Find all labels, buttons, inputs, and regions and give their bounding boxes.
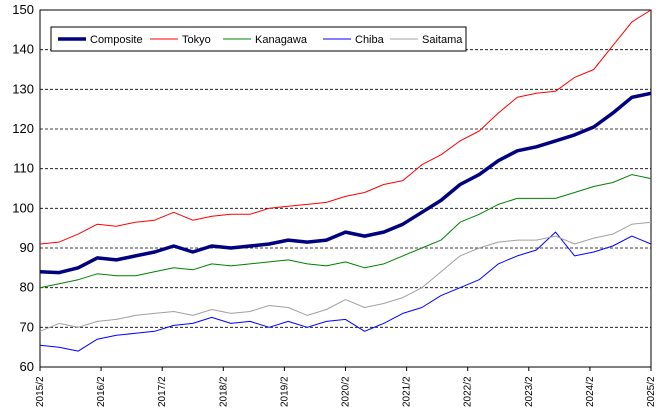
y-tick-label: 80 <box>20 280 34 295</box>
series-line-tokyo <box>39 9 652 245</box>
x-tick-label: 2019/2 <box>279 376 290 407</box>
y-tick-label: 60 <box>20 359 34 374</box>
x-tick-label: 2020/2 <box>341 376 352 407</box>
legend: Composite Tokyo Kanagawa Chiba Saitama <box>50 26 467 52</box>
legend-label-chiba: Chiba <box>355 34 385 46</box>
y-tick-label: 90 <box>20 240 34 255</box>
series-line-saitama <box>39 221 652 332</box>
legend-label-tokyo: Tokyo <box>182 34 211 46</box>
series-line-chiba <box>39 231 652 352</box>
plot-frame <box>39 9 652 368</box>
x-tick-label: 2018/2 <box>218 376 229 407</box>
x-tick-label: 2015/2 <box>35 376 46 407</box>
legend-label-kanagawa: Kanagawa <box>255 34 308 46</box>
y-tick-label: 100 <box>12 200 34 215</box>
x-tick-label: 2022/2 <box>463 376 474 407</box>
x-tick-label: 2025/2 <box>646 376 657 407</box>
axes: 60 70 80 90 100 110 120 130 140 150 2015/2 2016/2 20… <box>12 2 657 407</box>
y-tick-label: 150 <box>12 2 34 17</box>
series-lines <box>39 9 652 352</box>
x-tick-label: 2021/2 <box>402 376 413 407</box>
y-tick-label: 120 <box>12 121 34 136</box>
y-tick-label: 140 <box>12 42 34 57</box>
y-tick-label: 130 <box>12 81 34 96</box>
legend-label-composite: Composite <box>90 34 143 46</box>
x-tick-label: 2024/2 <box>585 376 596 407</box>
series-line-kanagawa <box>39 174 652 289</box>
x-tick-label: 2023/2 <box>524 376 535 407</box>
y-tick-label: 110 <box>13 161 34 176</box>
series-line-composite <box>39 91 652 275</box>
legend-label-saitama: Saitama <box>422 34 463 46</box>
x-tick-label: 2017/2 <box>157 376 168 407</box>
gridlines <box>40 49 651 328</box>
x-tick-label: 2016/2 <box>96 376 107 407</box>
y-tick-label: 70 <box>20 319 34 334</box>
